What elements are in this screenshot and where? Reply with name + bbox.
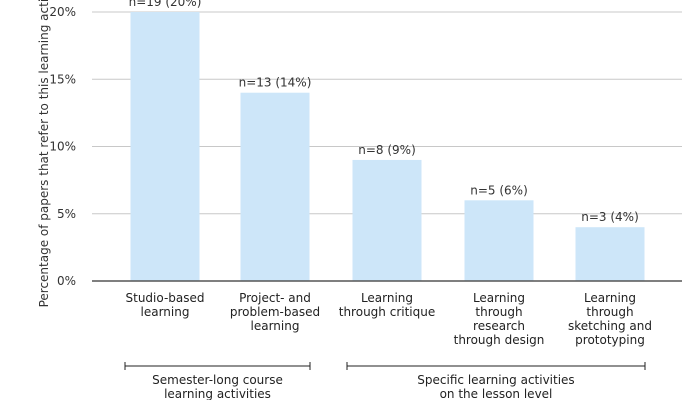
x-category-label: Learning through critique: [339, 291, 435, 319]
x-category-label-line: Learning: [361, 291, 413, 305]
x-category-label: Learning through research through design: [454, 291, 545, 347]
bar-data-label: n=13 (14%): [239, 76, 312, 90]
group-label: Specific learning activities on the lesso…: [417, 373, 574, 400]
x-category-label-line: research: [473, 319, 525, 333]
y-tick-label: 5%: [57, 207, 76, 221]
x-category-label: Project- and problem-based learning: [230, 291, 320, 333]
bar-data-label: n=3 (4%): [581, 210, 639, 224]
group-label: Semester-long course learning activities: [152, 373, 283, 400]
x-category-label-line: through: [475, 305, 522, 319]
group-label-line: learning activities: [164, 387, 271, 400]
bars: [130, 12, 645, 281]
x-category-label-line: Learning: [473, 291, 525, 305]
labels: 0% 5% 10% 15% 20% n=19 (20%) n=13 (14%) n=8 (9%…: [37, 0, 652, 347]
bar: [352, 159, 422, 281]
bar: [575, 227, 645, 281]
y-tick-label: 10%: [49, 140, 76, 154]
y-tick-label: 20%: [49, 5, 76, 19]
x-category-label-line: through critique: [339, 305, 435, 319]
group-label-line: on the lesson level: [440, 387, 553, 400]
category-groups: Semester-long course learning activitiesS…: [124, 362, 646, 400]
group-label-line: Specific learning activities: [417, 373, 574, 387]
x-category-label: Studio-based learning: [126, 291, 205, 319]
bar-data-label: n=8 (9%): [358, 143, 416, 157]
x-category-label-line: Learning: [584, 291, 636, 305]
x-category-label-line: problem-based: [230, 305, 320, 319]
x-category-label-line: sketching and: [568, 319, 652, 333]
y-tick-label: 15%: [49, 72, 76, 86]
x-category-label-line: learning: [141, 305, 190, 319]
x-category-label-line: Project- and: [239, 291, 311, 305]
x-category-label-line: learning: [251, 319, 300, 333]
x-category-label-line: prototyping: [575, 333, 645, 347]
bar: [130, 12, 200, 281]
bar-data-label: n=19 (20%): [129, 0, 202, 9]
bar: [464, 200, 534, 281]
bar-data-label: n=5 (6%): [470, 183, 528, 197]
x-category-label: Learning through sketching and prototyping: [568, 291, 652, 347]
y-axis-title: Percentage of papers that refer to this …: [37, 0, 51, 307]
x-category-label-line: through design: [454, 333, 545, 347]
group-label-line: Semester-long course: [152, 373, 283, 387]
y-tick-label: 0%: [57, 274, 76, 288]
x-category-label-line: Studio-based: [126, 291, 205, 305]
x-category-label-line: through: [586, 305, 633, 319]
bar: [240, 92, 310, 281]
